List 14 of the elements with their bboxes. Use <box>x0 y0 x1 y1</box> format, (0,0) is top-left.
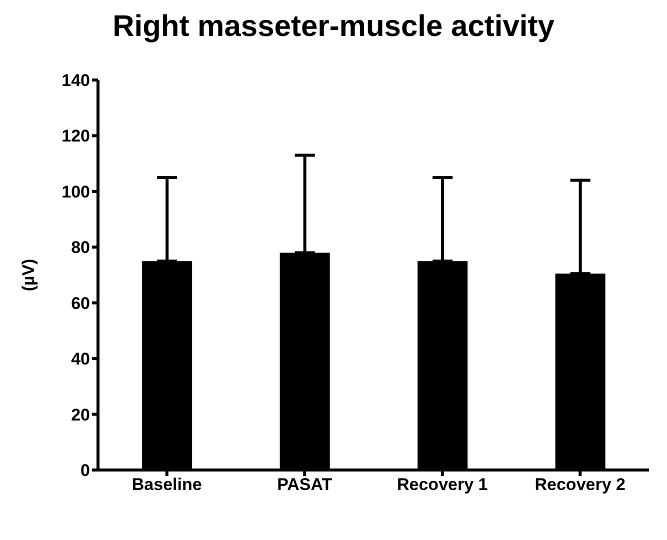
chart-title: Right masseter-muscle activity <box>112 10 556 45</box>
y-tick-label: 0 <box>80 461 90 480</box>
x-tick-label: PASAT <box>277 475 333 494</box>
y-tick-label: 100 <box>62 182 90 202</box>
y-tick-label: 140 <box>62 71 90 90</box>
y-tick-label: 40 <box>71 350 90 369</box>
y-tick-label: 120 <box>62 126 90 146</box>
x-tick-label: Recovery 2 <box>534 475 626 494</box>
y-tick-label: 60 <box>71 294 90 313</box>
y-axis-title: (µV) <box>19 258 38 292</box>
x-tick-label: Baseline <box>132 475 202 494</box>
y-tick-label: 20 <box>71 405 90 424</box>
x-tick-label: Recovery 1 <box>397 475 488 494</box>
y-tick-label: 80 <box>71 238 90 258</box>
